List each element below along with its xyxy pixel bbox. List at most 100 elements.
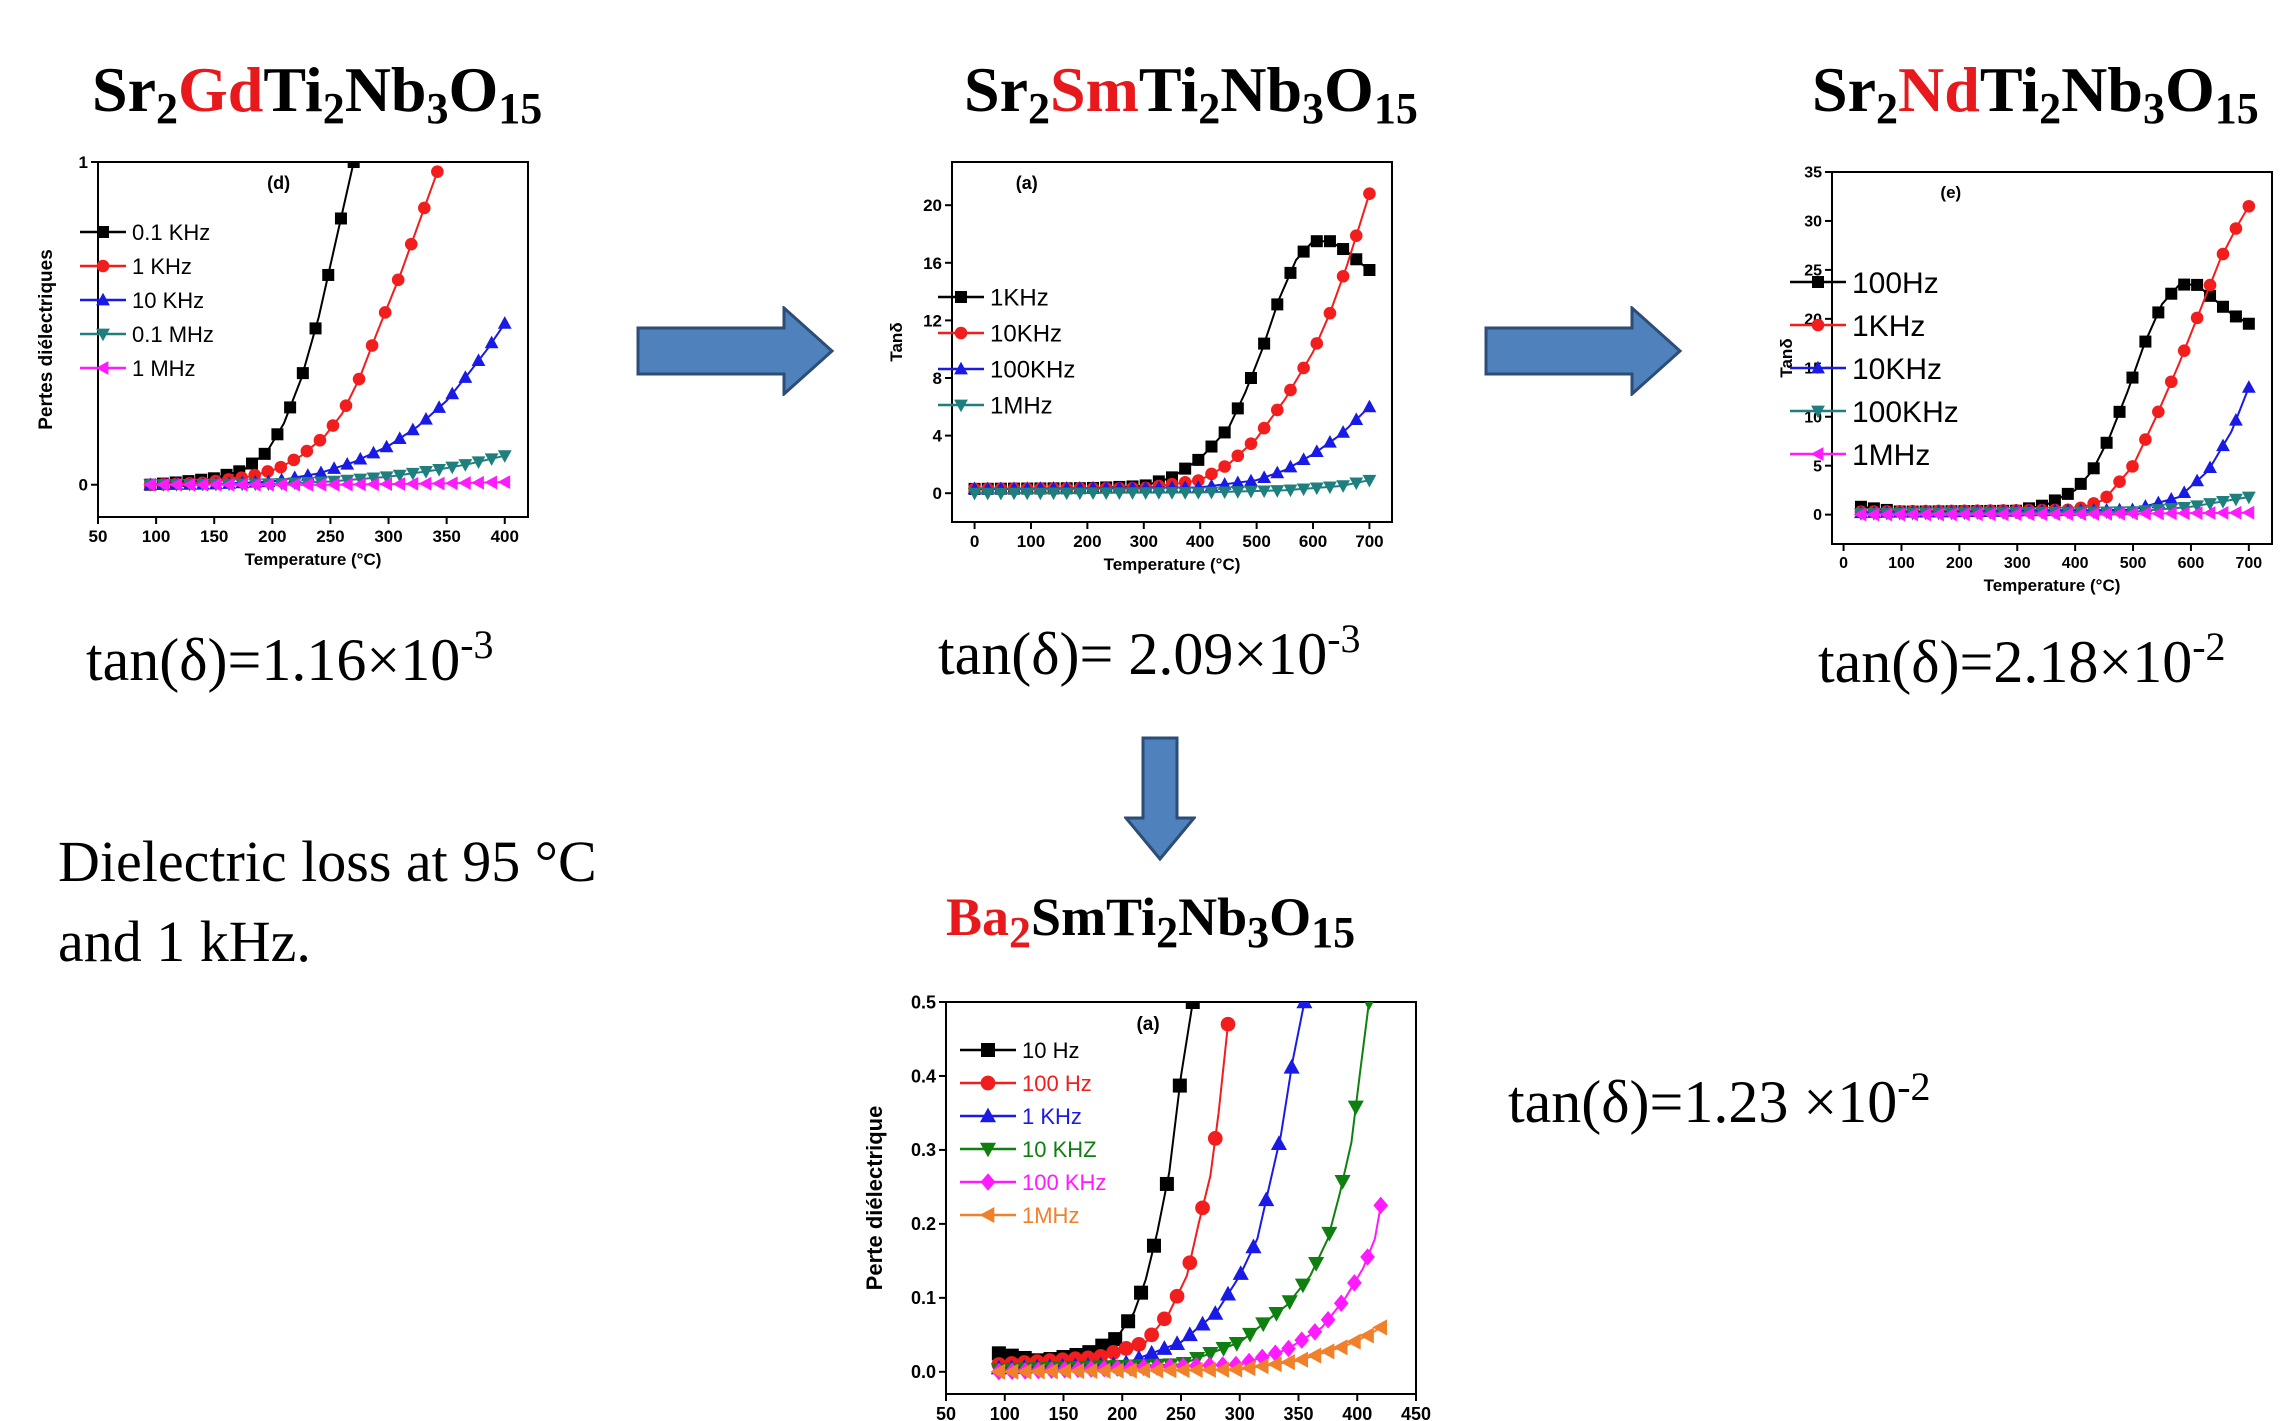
chart-gd-point (404, 237, 418, 251)
chart-sm-xlabel: Temperature (°C) (1104, 555, 1241, 574)
chart-ba-point (1043, 1363, 1058, 1380)
chart-nd-xtick-label: 400 (2062, 555, 2089, 572)
chart-ba-point (1333, 1294, 1349, 1312)
chart-ba-point (1258, 1191, 1275, 1207)
chart-ba-legend-label: 10 KHZ (1022, 1137, 1097, 1162)
chart-nd-point (2242, 199, 2256, 213)
chart-ba-point (1255, 1317, 1272, 1333)
chart-sm-point (1283, 459, 1298, 473)
chart-sm-point (1059, 487, 1074, 501)
chart-ba-point (1131, 1337, 1147, 1352)
chart-nd-point (1931, 507, 1944, 522)
chart-ba-point (1372, 1319, 1388, 1336)
chart-sm-xtick-label: 200 (1073, 532, 1101, 551)
chart-sm-point (1323, 435, 1337, 448)
chart-sm-point (1218, 460, 1231, 473)
chart-sm-point (1205, 440, 1218, 453)
chart-ba-point (1159, 1176, 1174, 1191)
chart-sm-point (1270, 485, 1285, 498)
chart-sm-point (1099, 487, 1114, 500)
chart-nd-point (2241, 505, 2255, 520)
arrow-right-2-icon (1484, 306, 1683, 396)
chart-sm-point (993, 487, 1008, 501)
chart-ba-point (1227, 1361, 1243, 1378)
chart-ba-point (1220, 1016, 1236, 1032)
chart-ba-point (1253, 1358, 1269, 1375)
chart-ba-legend-label: 1MHz (1022, 1203, 1079, 1228)
chart-nd-point (2151, 506, 2164, 521)
chart-sm-point (1020, 487, 1035, 501)
chart-nd-point (2229, 222, 2243, 235)
chart-gd-point (497, 475, 511, 490)
chart-gd-point (458, 476, 471, 490)
chart-gd-point (313, 477, 327, 492)
chart-ba-panel-label: (a) (1136, 1014, 1159, 1035)
chart-sm-point (1086, 487, 1100, 501)
chart-gd-point (497, 316, 512, 329)
chart-nd-point (2113, 475, 2126, 488)
title-ba: Ba2SmTi2Nb3O15 (946, 887, 1356, 957)
chart-ba-xtick-label: 200 (1107, 1404, 1137, 1421)
chart-nd-point (2176, 506, 2190, 521)
chart-nd-point (2203, 460, 2217, 474)
chart-sm-point (1310, 337, 1324, 350)
chart-sm-xtick-label: 300 (1130, 532, 1158, 551)
tan-value-ba: tan(δ)=1.23 ×10-2 (1508, 1064, 1931, 1135)
chart-gd-point (300, 477, 314, 492)
chart-gd-legend-label: 1 MHz (132, 356, 196, 381)
chart-gd-point (287, 453, 301, 467)
chart-ba-point (1267, 1356, 1282, 1373)
chart-nd-point (2074, 477, 2087, 490)
chart-ba-legend-marker (979, 1107, 997, 1123)
chart-gd-point (169, 477, 182, 492)
chart-gd-series-line-2 (150, 322, 506, 486)
chart-nd-point (2202, 506, 2216, 520)
chart-sm-point (1258, 337, 1271, 350)
chart-ba-point (1281, 1339, 1296, 1358)
chart-sm-point (1257, 421, 1271, 435)
chart-nd-point (2139, 335, 2152, 348)
chart-sm-point (967, 487, 982, 501)
chart-gd-point (379, 477, 393, 492)
chart-ba-point (1156, 1340, 1173, 1355)
chart-gd-svg: 50 100 150 200 250 300 350 400 0 1 Temperature (°C… (36, 153, 529, 569)
chart-gd-point (366, 477, 379, 492)
chart-nd-svg: 010020030040050060070005101520253035Temp… (1777, 165, 2273, 595)
chart-gd-point (258, 447, 271, 460)
chart-nd-point (2216, 438, 2230, 452)
chart-gd-legend-label: 10 KHz (132, 288, 204, 313)
chart-gd-legend-label: 1 KHz (132, 254, 192, 279)
chart-gd-point (182, 477, 196, 492)
chart-ba-point (1214, 1361, 1230, 1378)
chart-gd-point (300, 444, 314, 458)
chart-gd-point (287, 477, 301, 492)
chart-nd-point (2125, 506, 2138, 521)
chart-ba-point (1195, 1200, 1210, 1216)
chart-ba-point (1232, 1265, 1249, 1280)
chart-ba-point (1108, 1332, 1123, 1347)
chart-ba-point (1245, 1238, 1262, 1254)
chart-nd-point (2215, 505, 2229, 520)
chart-sm-point (1046, 487, 1061, 501)
chart-ba-point (1283, 1058, 1300, 1074)
chart-sm-point (1231, 449, 1245, 463)
chart-nd-legend-marker (1810, 447, 1824, 461)
chart-nd-xtick-label: 100 (1888, 555, 1915, 572)
chart-gd-point (432, 464, 447, 477)
chart-sm-point (1363, 187, 1376, 200)
chart-sm-point (1362, 399, 1377, 413)
chart-nd-point (2177, 485, 2192, 499)
chart-sm-point (1230, 475, 1245, 489)
chart-gd-point (271, 428, 284, 441)
chart-ba-point (1321, 1226, 1338, 1242)
chart-ba-point (1174, 1362, 1190, 1379)
chart-gd-xtick-label: 150 (200, 527, 228, 546)
chart-gd-point (445, 476, 458, 491)
chart-ba-point (991, 1346, 1006, 1361)
chart-nd-legend-label: 10KHz (1852, 353, 1942, 386)
chart-ba-legend-marker (981, 1043, 995, 1057)
chart-gd-legend-marker (96, 328, 110, 342)
chart-sm-point (1297, 245, 1310, 258)
chart-nd: 010020030040050060070005101520253035Temp… (1777, 162, 2273, 632)
chart-ba-point (1207, 1305, 1224, 1320)
